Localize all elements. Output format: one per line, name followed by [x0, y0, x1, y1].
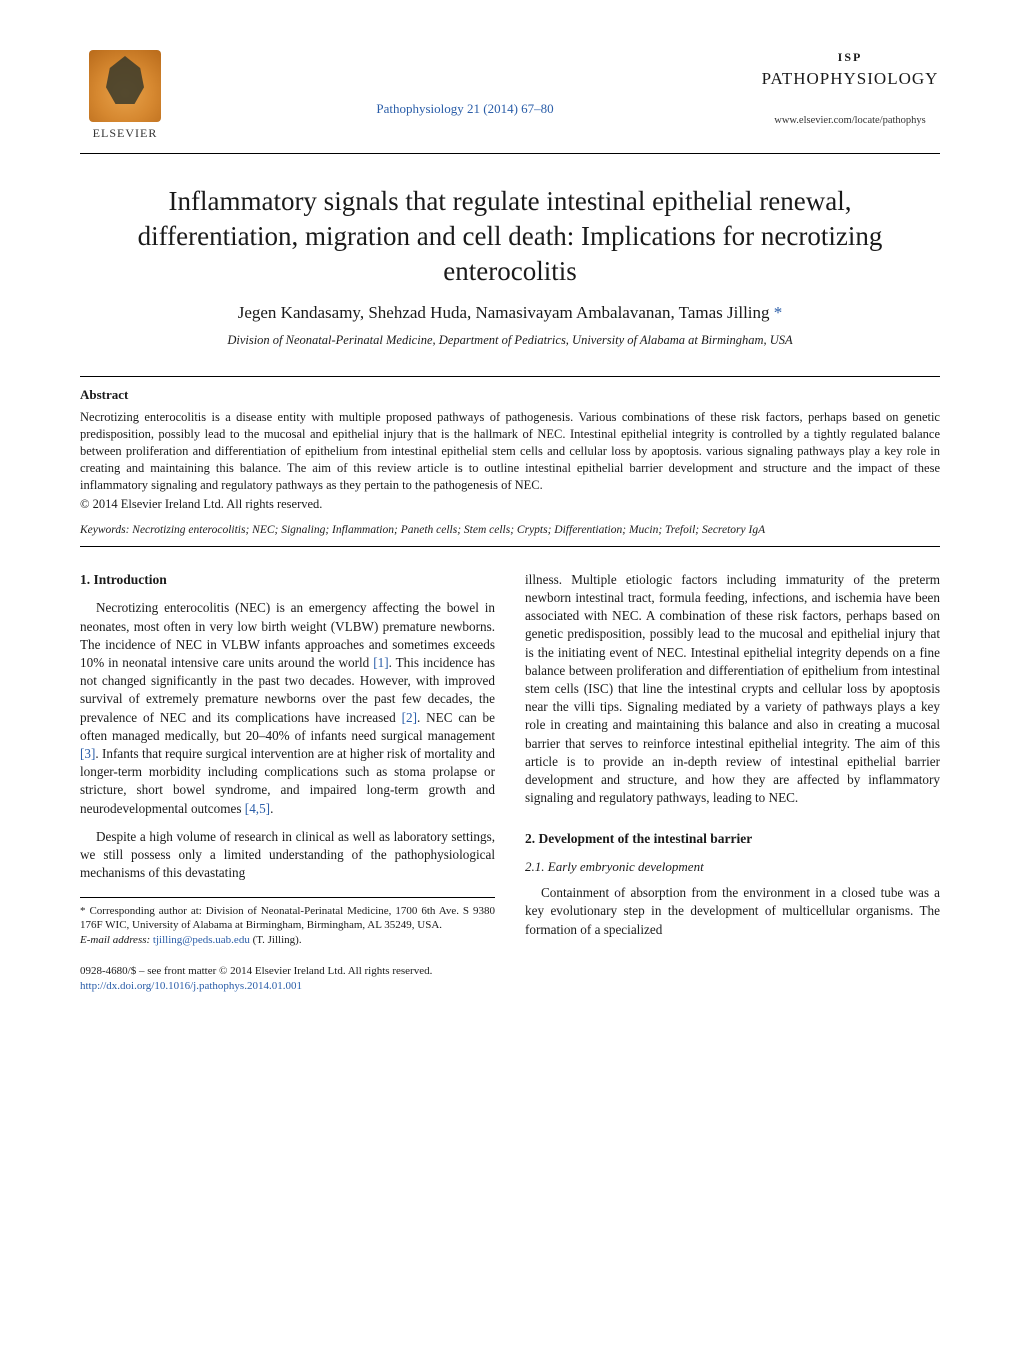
section-1-heading: 1. Introduction: [80, 571, 495, 590]
publisher-block: ELSEVIER: [80, 50, 170, 141]
section-1-para-2: Despite a high volume of research in cli…: [80, 828, 495, 883]
keywords-block: Keywords: Necrotizing enterocolitis; NEC…: [80, 524, 940, 547]
page-header: ELSEVIER Pathophysiology 21 (2014) 67–80…: [80, 50, 940, 154]
column-left: 1. Introduction Necrotizing enterocoliti…: [80, 571, 495, 995]
section-1-para-1: Necrotizing enterocolitis (NEC) is an em…: [80, 599, 495, 818]
p1-text-e: .: [270, 801, 273, 816]
section-2-heading: 2. Development of the intestinal barrier: [525, 830, 940, 849]
elsevier-tree-icon: [89, 50, 161, 122]
section-2-1-para-1: Containment of absorption from the envir…: [525, 884, 940, 939]
journal-url[interactable]: www.elsevier.com/locate/pathophys: [760, 115, 940, 126]
page-footer: 0928-4680/$ – see front matter © 2014 El…: [80, 964, 495, 995]
journal-box: ISP PATHOPHYSIOLOGY www.elsevier.com/loc…: [760, 50, 940, 126]
abstract-rule-top: [80, 376, 940, 377]
abstract-text: Necrotizing enterocolitis is a disease e…: [80, 409, 940, 493]
journal-logo-small: ISP: [760, 50, 940, 65]
footer-line-1: 0928-4680/$ – see front matter © 2014 El…: [80, 964, 495, 979]
email-label: E-mail address:: [80, 934, 150, 946]
authors-line: Jegen Kandasamy, Shehzad Huda, Namasivay…: [80, 303, 940, 323]
keywords-label: Keywords:: [80, 524, 129, 536]
publisher-name: ELSEVIER: [93, 126, 158, 141]
email-line: E-mail address: tjilling@peds.uab.edu (T…: [80, 933, 495, 948]
affiliation: Division of Neonatal-Perinatal Medicine,…: [80, 333, 940, 348]
journal-name: PATHOPHYSIOLOGY: [760, 69, 940, 89]
email-person: (T. Jilling).: [253, 934, 302, 946]
footnotes-block: * Corresponding author at: Division of N…: [80, 897, 495, 949]
ref-link-1[interactable]: [1]: [373, 655, 388, 670]
abstract-copyright: © 2014 Elsevier Ireland Ltd. All rights …: [80, 497, 940, 512]
keywords-list: Necrotizing enterocolitis; NEC; Signalin…: [132, 524, 765, 536]
authors: Jegen Kandasamy, Shehzad Huda, Namasivay…: [238, 303, 770, 322]
ref-link-2[interactable]: [2]: [402, 710, 417, 725]
corr-asterisk[interactable]: *: [774, 303, 783, 322]
doi-link[interactable]: http://dx.doi.org/10.1016/j.pathophys.20…: [80, 979, 495, 994]
ref-link-4-5[interactable]: [4,5]: [245, 801, 270, 816]
ref-link-3[interactable]: [3]: [80, 746, 95, 761]
section-2-1-heading: 2.1. Early embryonic development: [525, 858, 940, 876]
header-center: Pathophysiology 21 (2014) 67–80: [170, 50, 760, 118]
journal-reference[interactable]: Pathophysiology 21 (2014) 67–80: [376, 101, 553, 116]
column-right: illness. Multiple etiologic factors incl…: [525, 571, 940, 995]
article-title: Inflammatory signals that regulate intes…: [110, 184, 910, 289]
p1-text-d: . Infants that require surgical interven…: [80, 746, 495, 816]
body-columns: 1. Introduction Necrotizing enterocoliti…: [80, 571, 940, 995]
email-address[interactable]: tjilling@peds.uab.edu: [153, 934, 250, 946]
abstract-heading: Abstract: [80, 387, 940, 403]
corr-footnote: * Corresponding author at: Division of N…: [80, 904, 495, 934]
col2-para-1: illness. Multiple etiologic factors incl…: [525, 571, 940, 808]
